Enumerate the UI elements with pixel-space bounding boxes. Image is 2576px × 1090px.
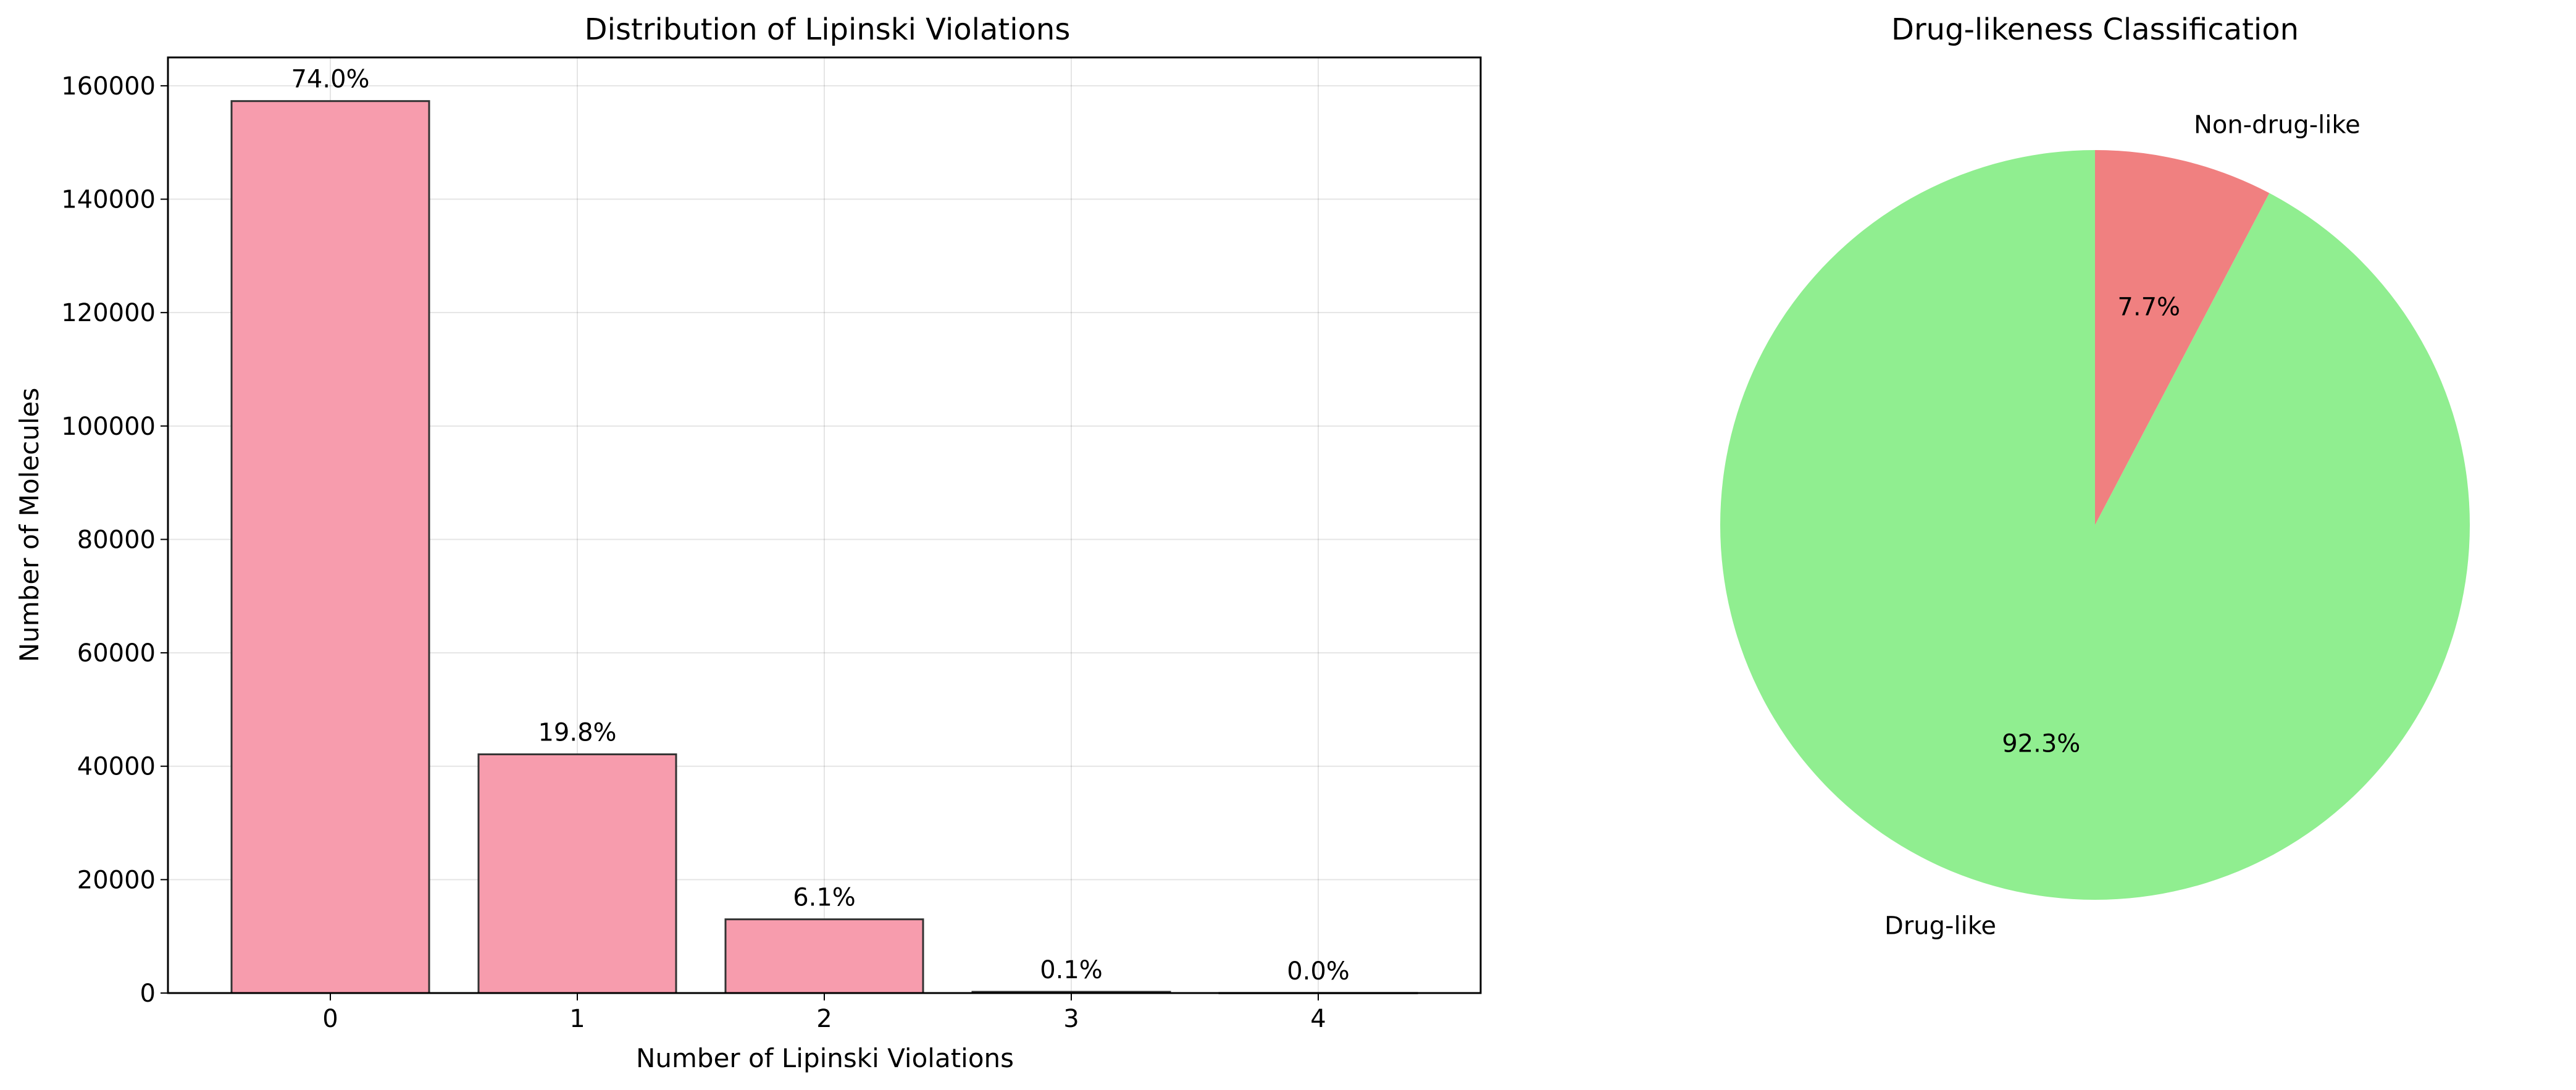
y-tick-label: 20000 [77,866,156,894]
pie-category-label: Drug-like [1884,912,1996,940]
bar-1 [477,753,677,994]
y-tick-label: 140000 [61,186,156,214]
y-tick-label: 80000 [77,526,156,554]
x-tick-label: 1 [569,1005,585,1033]
pie-category-label: Non-drug-like [2194,111,2361,140]
pie-slice-non-drug-like [2095,150,2270,525]
bar-x-axis-label: Number of Lipinski Violations [636,1043,1014,1073]
bar-2 [724,918,924,994]
bar-y-axis-ticks: 0 20000 40000 60000 80000 100000 120000 140000 1… [61,72,168,1008]
pie-labels: Drug-like 92.3% Non-drug-like 7.7% [1884,111,2361,941]
bar-x-axis-ticks: 0 1 2 3 4 [322,993,1326,1033]
bar-y-axis-label: Number of Molecules [14,388,44,662]
y-tick-label: 120000 [61,299,156,327]
pie-percent-label: 7.7% [2117,293,2180,321]
bar-0 [230,100,430,994]
y-tick-label: 60000 [77,639,156,668]
x-tick-label: 2 [816,1005,832,1033]
pie-chart: Drug-likeness Classification Drug-like 92… [1720,12,2470,940]
bar-data-labels: 74.0% 19.8% 6.1% 0.1% 0.0% [291,65,1349,986]
pie-percent-label: 92.3% [2002,730,2080,758]
y-tick-label: 160000 [61,72,156,101]
x-tick-label: 4 [1310,1005,1326,1033]
y-tick-label: 0 [140,979,156,1008]
pie-slices [1720,150,2470,900]
bar-data-label: 19.8% [538,718,616,747]
y-tick-label: 40000 [77,753,156,781]
bar-series [230,100,1418,994]
bar-data-label: 74.0% [291,65,369,94]
bar-data-label: 0.0% [1287,957,1350,986]
bar-data-label: 6.1% [793,884,856,912]
y-tick-label: 100000 [61,413,156,441]
bar-data-label: 0.1% [1040,956,1103,984]
bar-chart: Distribution of Lipinski Violations 74.0… [14,12,1482,1073]
bar-chart-title: Distribution of Lipinski Violations [585,12,1071,47]
x-tick-label: 3 [1063,1005,1079,1033]
pie-chart-title: Drug-likeness Classification [1891,12,2299,47]
x-tick-label: 0 [322,1005,338,1033]
